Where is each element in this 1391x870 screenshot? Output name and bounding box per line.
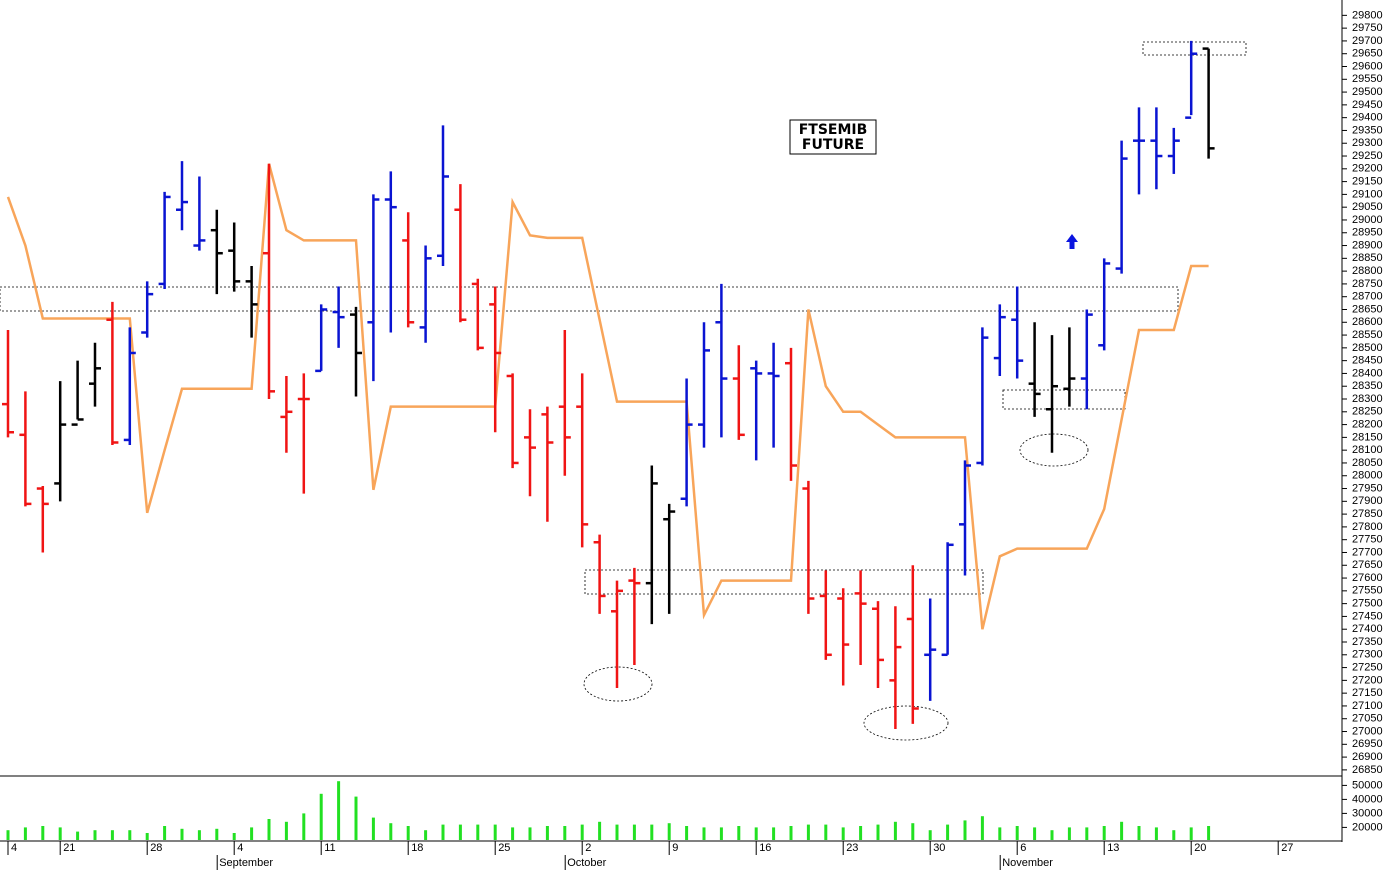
y-tick-label: 29750 [1352,22,1383,34]
y-tick-label: 28000 [1352,470,1383,482]
y-tick-label: 20000 [1352,821,1383,833]
y-tick-label: 28850 [1352,252,1383,264]
y-tick-label: 29450 [1352,99,1383,111]
y-tick-label: 27850 [1352,508,1383,520]
y-tick-label: 29400 [1352,112,1383,124]
y-tick-label: 29350 [1352,124,1383,136]
month-label: October [567,857,606,869]
y-tick-label: 27550 [1352,585,1383,597]
y-tick-label: 28600 [1352,316,1383,328]
y-tick-label: 28400 [1352,367,1383,379]
y-tick-label: 27600 [1352,572,1383,584]
y-tick-label: 27300 [1352,649,1383,661]
y-tick-label: 27000 [1352,725,1383,737]
y-tick-label: 29700 [1352,35,1383,47]
x-tick-label: 11 [324,842,335,854]
y-tick-label: 28750 [1352,278,1383,290]
y-tick-label: 29050 [1352,201,1383,213]
y-tick-label: 27450 [1352,610,1383,622]
x-tick-label: 6 [1020,842,1026,854]
y-tick-label: 29000 [1352,214,1383,226]
y-tick-label: 28900 [1352,239,1383,251]
y-tick-label: 29250 [1352,150,1383,162]
y-tick-label: 28950 [1352,227,1383,239]
y-tick-label: 29650 [1352,48,1383,60]
y-tick-label: 28250 [1352,406,1383,418]
y-tick-label: 27150 [1352,687,1383,699]
y-tick-label: 27750 [1352,534,1383,546]
y-tick-label: 27800 [1352,521,1383,533]
y-tick-label: 27500 [1352,598,1383,610]
x-tick-label: 18 [411,842,423,854]
y-tick-label: 27400 [1352,623,1383,635]
chart-title: FTSEMIB [799,122,868,138]
y-tick-label: 30000 [1352,807,1383,819]
x-tick-label: 4 [11,842,17,854]
y-tick-label: 29100 [1352,188,1383,200]
x-tick-label: 13 [1107,842,1119,854]
y-tick-label: 27050 [1352,713,1383,725]
y-tick-label: 28450 [1352,355,1383,367]
y-tick-label: 27650 [1352,559,1383,571]
low-ellipse [583,666,653,702]
resistance-zone [0,286,1179,312]
y-tick-label: 29500 [1352,86,1383,98]
y-tick-label: 50000 [1352,779,1383,791]
y-tick-label: 27100 [1352,700,1383,712]
x-tick-label: 25 [498,842,510,854]
y-tick-label: 27250 [1352,661,1383,673]
y-tick-label: 28550 [1352,329,1383,341]
y-tick-label: 29150 [1352,176,1383,188]
y-tick-label: 26950 [1352,738,1383,750]
x-tick-label: 21 [63,842,75,854]
y-tick-label: 29800 [1352,9,1383,21]
chart-title: FUTURE [802,137,864,153]
y-tick-label: 28650 [1352,303,1383,315]
high-box [1142,41,1247,56]
up-arrow [1066,234,1078,249]
y-tick-label: 29200 [1352,163,1383,175]
x-tick-label: 28 [150,842,162,854]
y-tick-label: 28700 [1352,291,1383,303]
y-tick-label: 27950 [1352,482,1383,494]
low-ellipse [1019,433,1089,467]
x-tick-label: 30 [933,842,945,854]
y-tick-label: 26850 [1352,764,1383,776]
pivot-line [6,163,1209,630]
x-tick-label: 23 [846,842,858,854]
low-ellipse [863,705,949,741]
month-label: November [1002,857,1053,869]
y-tick-label: 28350 [1352,380,1383,392]
month-label: September [219,857,273,869]
x-tick-label: 4 [237,842,243,854]
x-tick-label: 20 [1194,842,1206,854]
y-tick-label: 29300 [1352,137,1383,149]
x-tick-label: 2 [585,842,591,854]
y-tick-label: 28050 [1352,457,1383,469]
x-tick-label: 27 [1281,842,1293,854]
y-tick-label: 28150 [1352,431,1383,443]
y-tick-label: 29600 [1352,60,1383,72]
y-tick-label: 28100 [1352,444,1383,456]
x-tick-label: 9 [672,842,678,854]
y-tick-label: 28500 [1352,342,1383,354]
x-tick-label: 16 [759,842,771,854]
y-tick-label: 28800 [1352,265,1383,277]
y-tick-label: 27350 [1352,636,1383,648]
y-tick-label: 28200 [1352,418,1383,430]
y-tick-label: 29550 [1352,73,1383,85]
y-tick-label: 26900 [1352,751,1383,763]
y-tick-label: 40000 [1352,793,1383,805]
y-tick-label: 27700 [1352,546,1383,558]
y-tick-label: 27900 [1352,495,1383,507]
y-tick-label: 28300 [1352,393,1383,405]
y-tick-label: 27200 [1352,674,1383,686]
support-zone [584,569,984,595]
title-box [789,119,877,155]
